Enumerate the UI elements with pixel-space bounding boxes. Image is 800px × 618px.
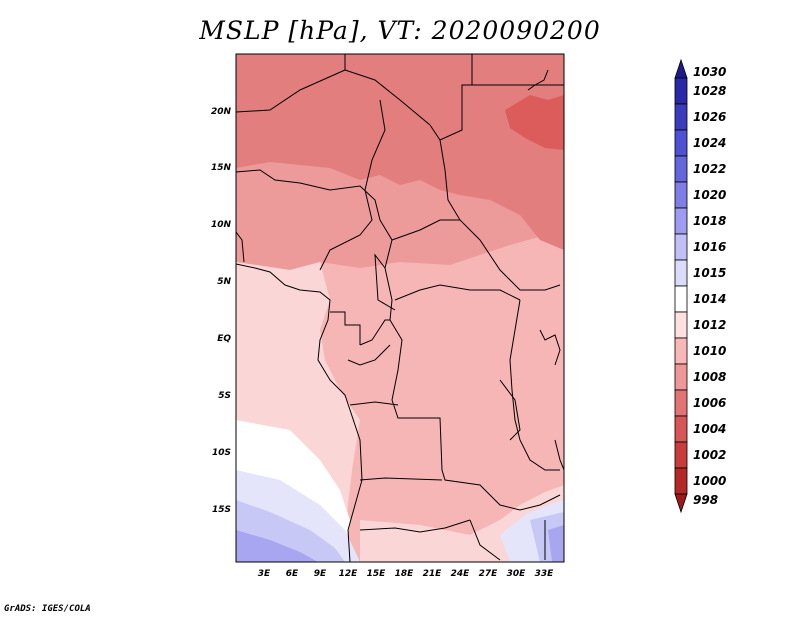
colorbar-swatch — [674, 389, 688, 417]
lon-label: 27E — [479, 569, 499, 579]
lon-label: 33E — [535, 569, 555, 579]
colorbar-label: 1020 — [693, 188, 726, 202]
colorbar-label: 998 — [693, 493, 718, 507]
lon-label: 30E — [507, 569, 527, 579]
field-1018 — [236, 530, 318, 562]
colorbar-label: 1002 — [693, 448, 726, 462]
colorbar-label: 1015 — [693, 266, 726, 280]
border-line — [509, 299, 560, 471]
colorbar-label: 1012 — [693, 318, 726, 332]
lake-line — [539, 329, 561, 366]
border-line — [374, 253, 396, 311]
lat-label: EQ — [217, 334, 231, 344]
lon-label: 9E — [314, 569, 327, 579]
colorbar-swatch — [674, 77, 688, 105]
colorbar-top-arrow — [674, 58, 688, 79]
border-line — [236, 54, 346, 113]
colorbar-swatch — [674, 441, 688, 469]
lon-label: 3E — [258, 569, 271, 579]
lon-label: 12E — [339, 569, 359, 579]
border-line — [364, 99, 386, 191]
grads-credit: GrADS: IGES/COLA — [4, 604, 91, 614]
border-line — [359, 519, 471, 533]
lat-label: 15N — [211, 163, 232, 173]
lon-label: 6E — [286, 569, 299, 579]
border-line — [359, 319, 390, 346]
colorbar-swatch — [674, 467, 688, 495]
border-line — [469, 519, 501, 561]
field-1018b — [548, 525, 564, 562]
border-line — [319, 189, 373, 271]
colorbar-label: 1030 — [693, 65, 726, 79]
field-1004 — [505, 95, 564, 150]
pressure-field — [236, 54, 564, 562]
lon-label: 24E — [451, 569, 471, 579]
colorbar-label: 1008 — [693, 370, 726, 384]
colorbar-swatch — [674, 129, 688, 157]
field-1006b — [236, 54, 564, 205]
colorbar-label: 1024 — [693, 136, 726, 150]
border-line — [439, 139, 561, 291]
map-frame — [235, 53, 565, 563]
colorbar-label: 1026 — [693, 110, 726, 124]
border-line — [236, 169, 561, 511]
colorbar-swatch — [674, 233, 688, 261]
lat-axis: 20N 15N 10N 5N EQ 5S 10S 15S — [211, 107, 232, 515]
colorbar-label: 1018 — [693, 214, 726, 228]
colorbar-label: 1004 — [693, 422, 726, 436]
colorbar-swatch — [674, 181, 688, 209]
border-line — [330, 311, 361, 345]
country-borders — [236, 54, 564, 562]
colorbar-label: 1000 — [693, 474, 726, 488]
colorbar-swatch — [674, 311, 688, 339]
lat-label: 20N — [211, 107, 232, 117]
coastline — [527, 69, 549, 91]
colorbar-label: 1016 — [693, 240, 726, 254]
coastline — [236, 263, 363, 562]
lat-label: 5N — [217, 277, 231, 287]
colorbar-label: 1028 — [693, 84, 726, 98]
colorbar-label: 1010 — [693, 344, 726, 358]
border-line — [391, 219, 460, 241]
colorbar-swatch — [674, 207, 688, 235]
colorbar-swatch — [674, 415, 688, 443]
colorbar-swatch — [674, 259, 688, 287]
lon-label: 18E — [395, 569, 415, 579]
lat-label: 10S — [212, 448, 231, 458]
border-line — [394, 284, 521, 301]
colorbar-swatch — [674, 285, 688, 313]
colorbar-swatch — [674, 363, 688, 391]
lon-axis: 3E 6E 9E 12E 15E 18E 21E 24E 27E 30E 33E — [258, 569, 554, 579]
border-line — [347, 344, 391, 366]
border-line — [359, 477, 443, 481]
colorbar-label: 1022 — [693, 162, 726, 176]
coastline — [554, 439, 564, 471]
colorbar-label: 1006 — [693, 396, 726, 410]
lat-label: 10N — [211, 220, 232, 230]
lat-label: 15S — [212, 505, 231, 515]
colorbar-swatch — [674, 155, 688, 183]
colorbar-swatch — [674, 103, 688, 131]
lat-label: 5S — [218, 391, 231, 401]
border-line — [349, 401, 399, 406]
lon-label: 15E — [367, 569, 387, 579]
border-line — [236, 231, 245, 263]
map-title: MSLP [hPa], VT: 2020090200 — [199, 16, 601, 45]
lake-line — [499, 379, 521, 441]
colorbar: 1030 1028 1026 1024 1022 1020 1018 1016 1015 1014… — [674, 58, 726, 514]
lon-label: 21E — [423, 569, 443, 579]
colorbar-swatch — [674, 337, 688, 365]
colorbar-label: 1014 — [693, 292, 726, 306]
colorbar-bottom-arrow — [674, 493, 688, 514]
